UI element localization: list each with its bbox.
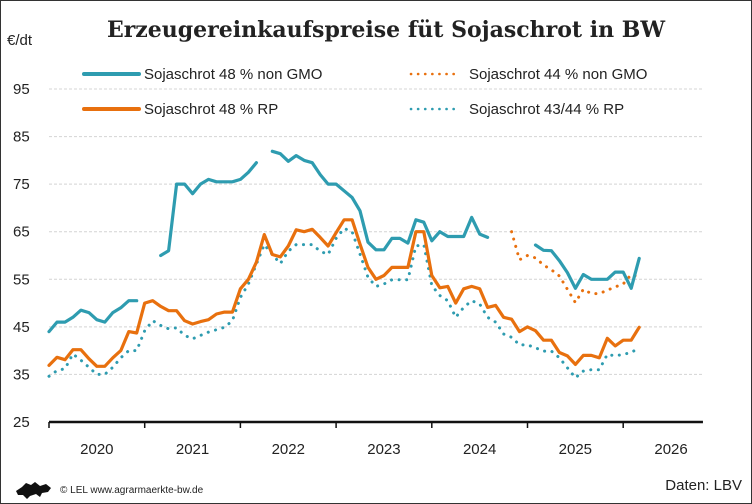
x-tick-label: 2024: [463, 441, 496, 458]
legend-label: Sojaschrot 48 % RP: [144, 101, 278, 118]
x-tick-label: 2022: [272, 441, 305, 458]
series-line-0: [533, 243, 641, 290]
legend: Sojaschrot 48 % non GMO Sojaschrot 44 % n…: [82, 66, 647, 118]
y-tick-label: 85: [13, 129, 30, 146]
x-tick-label: 2021: [176, 441, 209, 458]
chart-title: Erzeugereinkaufspreise füt Sojaschrot in…: [107, 17, 665, 43]
y-tick-label: 45: [13, 319, 30, 336]
legend-label: Sojaschrot 43/44 % RP: [469, 101, 624, 118]
y-tick-label: 25: [13, 414, 30, 431]
legend-label: Sojaschrot 44 % non GMO: [469, 66, 647, 83]
series-line-0: [47, 299, 139, 334]
series-lines: [47, 149, 641, 380]
y-tick-labels: 25 35 45 55 65 75 85 95: [13, 81, 30, 431]
legend-label: Sojaschrot 48 % non GMO: [144, 66, 322, 83]
source-text: Daten: LBV: [665, 477, 742, 494]
y-tick-label: 55: [13, 271, 30, 288]
x-axis: 2020 2021 2022 2023 2024 2025 2026: [48, 420, 703, 458]
lion-logo: [16, 482, 51, 499]
series-line-1: [510, 230, 641, 305]
series-line-0: [270, 149, 490, 252]
series-line-2: [47, 218, 641, 368]
x-tick-label: 2023: [367, 441, 400, 458]
series-line-0: [159, 161, 258, 258]
x-tick-label: 2025: [559, 441, 592, 458]
footer: © LEL www.agrarmaerkte-bw.de Daten: LBV: [16, 477, 742, 499]
x-tick-label: 2026: [654, 441, 687, 458]
y-tick-label: 75: [13, 176, 30, 193]
gridlines: [49, 88, 703, 375]
y-tick-label: 95: [13, 81, 30, 98]
y-axis-label: €/dt: [7, 32, 33, 49]
y-tick-label: 65: [13, 224, 30, 241]
y-tick-label: 35: [13, 366, 30, 383]
copyright-text: © LEL www.agrarmaerkte-bw.de: [60, 485, 204, 496]
x-tick-label: 2020: [80, 441, 113, 458]
